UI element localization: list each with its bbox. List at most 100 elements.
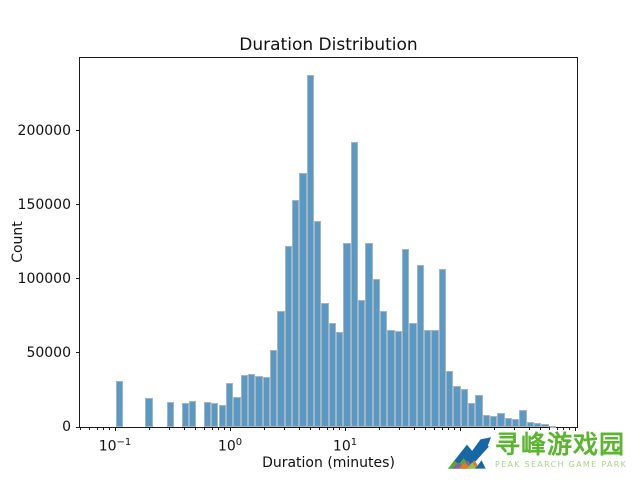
x-minor-tick-mark — [89, 427, 90, 430]
watermark-brand-cn: 寻峰游戏园 — [495, 430, 626, 459]
x-tick-label: 101 — [332, 437, 358, 455]
histogram-bar — [247, 373, 256, 427]
histogram-bar — [504, 417, 512, 427]
x-minor-tick-mark — [298, 427, 300, 430]
histogram-bar — [431, 329, 439, 427]
histogram-bar — [328, 323, 336, 427]
x-minor-tick-mark — [224, 427, 226, 430]
histogram-bar — [423, 329, 432, 427]
x-minor-tick-mark — [326, 427, 328, 430]
histogram-bar — [533, 423, 542, 427]
x-minor-tick-mark — [194, 427, 196, 430]
histogram-bar — [519, 409, 527, 427]
histogram-bar — [365, 242, 373, 427]
x-tick-label: 100 — [217, 437, 243, 455]
y-tick-mark — [76, 352, 80, 354]
x-minor-tick-mark — [103, 427, 105, 430]
chart-title: Duration Distribution — [239, 35, 418, 55]
histogram-bar — [541, 424, 549, 427]
histogram-bar — [350, 142, 358, 427]
x-minor-tick-mark — [539, 427, 541, 430]
histogram-bar — [233, 396, 241, 427]
histogram-bar — [211, 403, 219, 427]
watermark-logo: 寻峰游戏园 PEAK SEARCH GAME PARK — [446, 431, 640, 478]
histogram-bar — [387, 329, 395, 427]
x-minor-tick-mark — [441, 427, 443, 430]
x-minor-tick-mark — [454, 427, 456, 430]
histogram-bar — [416, 264, 424, 427]
x-minor-tick-mark — [399, 427, 401, 430]
histogram-bar — [453, 385, 461, 427]
histogram-bar — [277, 311, 285, 427]
histogram-bar — [379, 311, 388, 427]
histogram-bar — [225, 382, 234, 427]
histogram-bar — [548, 425, 556, 428]
x-minor-tick-mark — [211, 427, 213, 430]
x-minor-tick-mark — [556, 427, 558, 430]
histogram-bar — [372, 278, 380, 427]
histogram-bar — [335, 332, 344, 427]
x-tick-mark — [114, 427, 116, 431]
histogram-bar — [291, 200, 300, 427]
histogram-bar — [269, 349, 278, 427]
watermark-brand-en: PEAK SEARCH GAME PARK — [495, 460, 628, 469]
x-minor-tick-mark — [379, 427, 381, 430]
histogram-bar — [262, 376, 270, 427]
y-tick-mark — [76, 426, 80, 428]
x-minor-tick-mark — [413, 427, 415, 430]
histogram-bar — [511, 419, 520, 427]
x-minor-tick-mark — [514, 427, 516, 430]
x-minor-tick-mark — [333, 427, 335, 430]
x-minor-tick-mark — [204, 427, 205, 430]
y-tick-mark — [76, 278, 80, 280]
histogram-bar — [357, 299, 366, 427]
histogram-bar — [189, 400, 197, 427]
histogram-bar — [343, 243, 351, 427]
histogram-bar — [255, 375, 263, 427]
histogram-bar — [299, 172, 307, 427]
histogram-bar — [489, 416, 498, 427]
histogram-bar — [284, 246, 292, 427]
watermark-text-block: 寻峰游戏园 PEAK SEARCH GAME PARK — [495, 430, 628, 470]
x-minor-tick-mark — [339, 427, 341, 430]
x-tick-mark — [344, 427, 346, 431]
x-minor-tick-mark — [183, 427, 185, 430]
x-minor-tick-mark — [264, 427, 266, 430]
histogram-bar — [313, 221, 322, 427]
histogram-bar — [145, 398, 153, 427]
histogram-bar — [394, 330, 402, 427]
x-minor-tick-mark — [494, 427, 496, 430]
x-minor-tick-mark — [569, 427, 571, 430]
histogram-bar — [116, 381, 124, 427]
histogram-bar — [321, 302, 329, 427]
x-minor-tick-mark — [434, 427, 436, 430]
x-axis-label: Duration (minutes) — [262, 455, 395, 471]
x-tick-label: 10−1 — [98, 437, 132, 455]
histogram-bar — [167, 401, 175, 427]
x-minor-tick-mark — [309, 427, 311, 430]
x-minor-tick-mark — [79, 427, 81, 430]
mountain-peak-logo-icon — [448, 437, 491, 469]
y-tick-label: 200000 — [17, 122, 71, 139]
y-tick-mark — [76, 130, 80, 132]
histogram-bar — [181, 402, 190, 427]
x-minor-tick-mark — [96, 427, 98, 430]
x-minor-tick-mark — [528, 427, 530, 430]
histogram-bar — [445, 371, 454, 427]
y-axis-label: Count — [10, 221, 26, 263]
x-minor-tick-mark — [424, 427, 426, 430]
histogram-bar — [497, 413, 505, 427]
x-minor-tick-mark — [109, 427, 111, 430]
histogram-bar — [203, 401, 212, 427]
x-tick-mark — [229, 427, 231, 431]
x-minor-tick-mark — [563, 427, 565, 430]
x-minor-tick-mark — [448, 427, 450, 430]
histogram-bar — [306, 75, 314, 427]
x-minor-tick-mark — [319, 427, 321, 430]
x-tick-mark — [459, 427, 461, 431]
x-minor-tick-mark — [284, 427, 286, 430]
histogram-bar — [401, 249, 410, 427]
y-tick-label: 150000 — [17, 196, 71, 213]
histogram-bar — [460, 389, 468, 427]
